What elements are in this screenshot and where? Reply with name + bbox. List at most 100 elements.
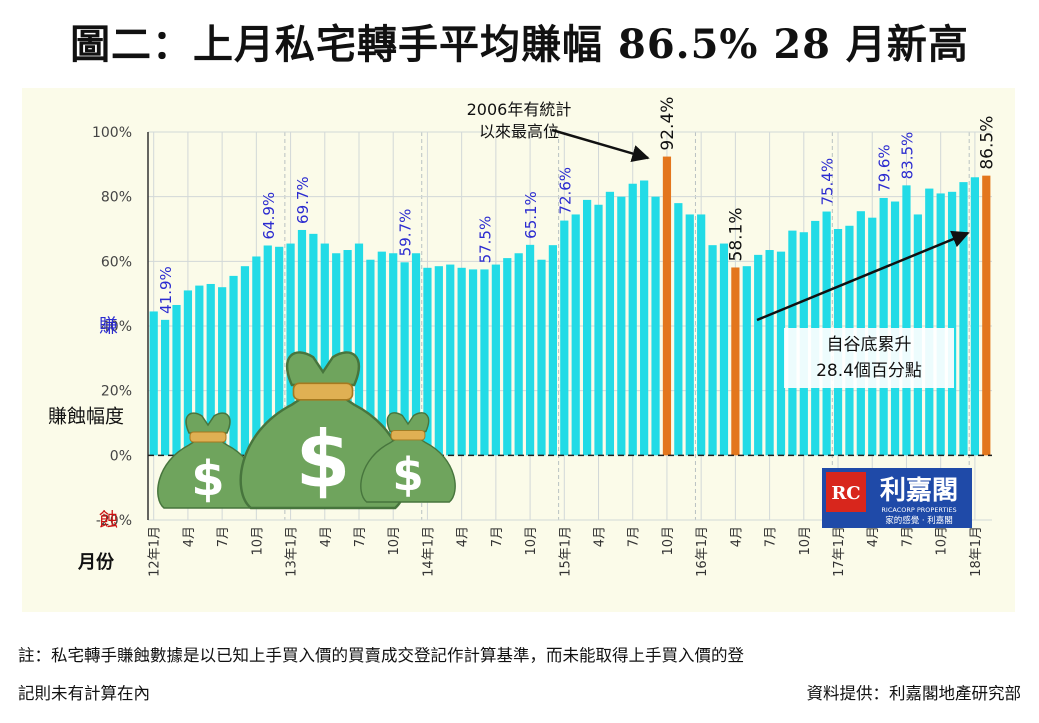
x-tick-label: 13年1月 — [285, 526, 300, 577]
bar — [263, 245, 272, 456]
bar — [514, 253, 523, 456]
logo-mark — [826, 472, 866, 512]
bar — [902, 185, 911, 456]
x-tick-label: 7月 — [764, 526, 779, 547]
bar — [640, 180, 649, 456]
bar — [947, 191, 957, 456]
money-bag-tie — [390, 430, 426, 441]
y-axis-title: 賺蝕幅度 — [48, 406, 124, 428]
money-bag-top — [285, 351, 361, 387]
x-tick-label: 16年1月 — [695, 526, 710, 577]
y-tick-label: 60% — [101, 254, 132, 270]
bar — [446, 264, 455, 456]
bar — [765, 250, 774, 456]
bar — [925, 188, 934, 456]
bar — [674, 203, 683, 456]
bar — [628, 183, 637, 456]
y-tick-label: 100% — [92, 125, 132, 141]
data-label: 69.7% — [294, 176, 312, 224]
money-bag-top — [386, 412, 430, 433]
bar — [309, 233, 318, 456]
x-tick-label: 17年1月 — [832, 526, 847, 577]
bar — [468, 269, 478, 456]
bar — [377, 251, 386, 456]
bar — [959, 182, 968, 456]
bar — [161, 319, 170, 456]
bar — [434, 266, 443, 456]
bar — [423, 267, 432, 456]
x-tick-label: 14年1月 — [421, 526, 436, 577]
bar-chart: 100% 80% 60% 40% 20% 0% -20% 12年1月 4月 7月 10月 13年1月 4… — [48, 97, 997, 577]
y-tick-label: 80% — [101, 190, 132, 206]
x-tick-label: 18年1月 — [969, 526, 984, 577]
bar — [252, 256, 261, 456]
arrow-record-high — [551, 128, 650, 162]
data-label: 83.5% — [898, 132, 916, 180]
bar-highlight — [662, 156, 672, 456]
footnote-continued: 記則未有計算在內 — [18, 684, 150, 703]
data-label: 75.4% — [819, 158, 837, 206]
annotation-box — [784, 328, 954, 388]
bar — [275, 246, 284, 456]
data-label: 58.1% — [726, 207, 746, 261]
dollar-sign-icon: $ — [296, 414, 351, 506]
bar — [480, 269, 489, 456]
logo-mark-text: RC — [831, 483, 860, 504]
annotation-text: 以來最高位 — [479, 122, 559, 141]
bar — [457, 267, 466, 456]
x-tick-label: 10月 — [661, 526, 676, 556]
bar — [400, 262, 409, 456]
bar — [754, 254, 763, 456]
bar — [149, 311, 158, 456]
x-tick-label: 7月 — [627, 526, 642, 547]
y-tick-label: -20% — [96, 513, 132, 529]
x-tick-label: 7月 — [353, 526, 368, 547]
money-bag-tie — [189, 431, 227, 443]
y-tick-label: 20% — [101, 384, 132, 400]
bar — [742, 266, 751, 456]
y-label-loss: 蝕 — [99, 509, 118, 531]
logo-name-en: RICACORP PROPERTIES — [881, 506, 956, 514]
data-label: 64.9% — [260, 192, 278, 240]
money-bag-icon: $ — [360, 412, 456, 503]
x-axis-title: 月份 — [77, 551, 115, 573]
dollar-sign-icon: $ — [392, 448, 423, 501]
bar — [651, 196, 660, 456]
bar — [617, 196, 626, 456]
bar — [491, 264, 500, 456]
data-label: 59.7% — [397, 209, 415, 257]
bar — [708, 245, 717, 456]
bar — [525, 244, 535, 456]
x-tick-label: 4月 — [729, 526, 744, 547]
x-tick-label: 10月 — [387, 526, 402, 556]
bar — [354, 243, 364, 456]
data-label: 72.6% — [556, 167, 574, 215]
y-tick-label: 40% — [101, 319, 132, 335]
data-label: 86.5% — [977, 116, 997, 170]
x-tick-label: 7月 — [216, 526, 231, 547]
data-label: 41.9% — [157, 266, 175, 314]
bar — [172, 304, 181, 456]
bar-highlight — [982, 175, 991, 456]
annotation-text: 自谷底累升 — [827, 335, 912, 355]
data-label: 65.1% — [522, 191, 540, 239]
y-tick-label: 0% — [110, 448, 132, 464]
logo-name: 利嘉閣 — [880, 476, 958, 506]
x-tick-label: 10月 — [935, 526, 950, 556]
x-tick-label: 12年1月 — [148, 526, 163, 577]
y-label-gain: 賺 — [99, 315, 118, 337]
bar — [297, 229, 307, 456]
bar — [936, 193, 945, 456]
bar — [571, 214, 580, 456]
money-bag-tie — [292, 382, 354, 401]
x-tick-label: 10月 — [798, 526, 813, 556]
x-tick-label: 4月 — [456, 526, 471, 547]
data-label: 79.6% — [876, 144, 894, 192]
x-tick-label: 10月 — [524, 526, 539, 556]
bar — [320, 243, 329, 456]
x-tick-label: 10月 — [250, 526, 265, 556]
data-label: 57.5% — [476, 216, 494, 264]
logo-slogan: 家的感覺 · 利嘉閣 — [885, 515, 953, 526]
x-tick-label: 15年1月 — [558, 526, 573, 577]
